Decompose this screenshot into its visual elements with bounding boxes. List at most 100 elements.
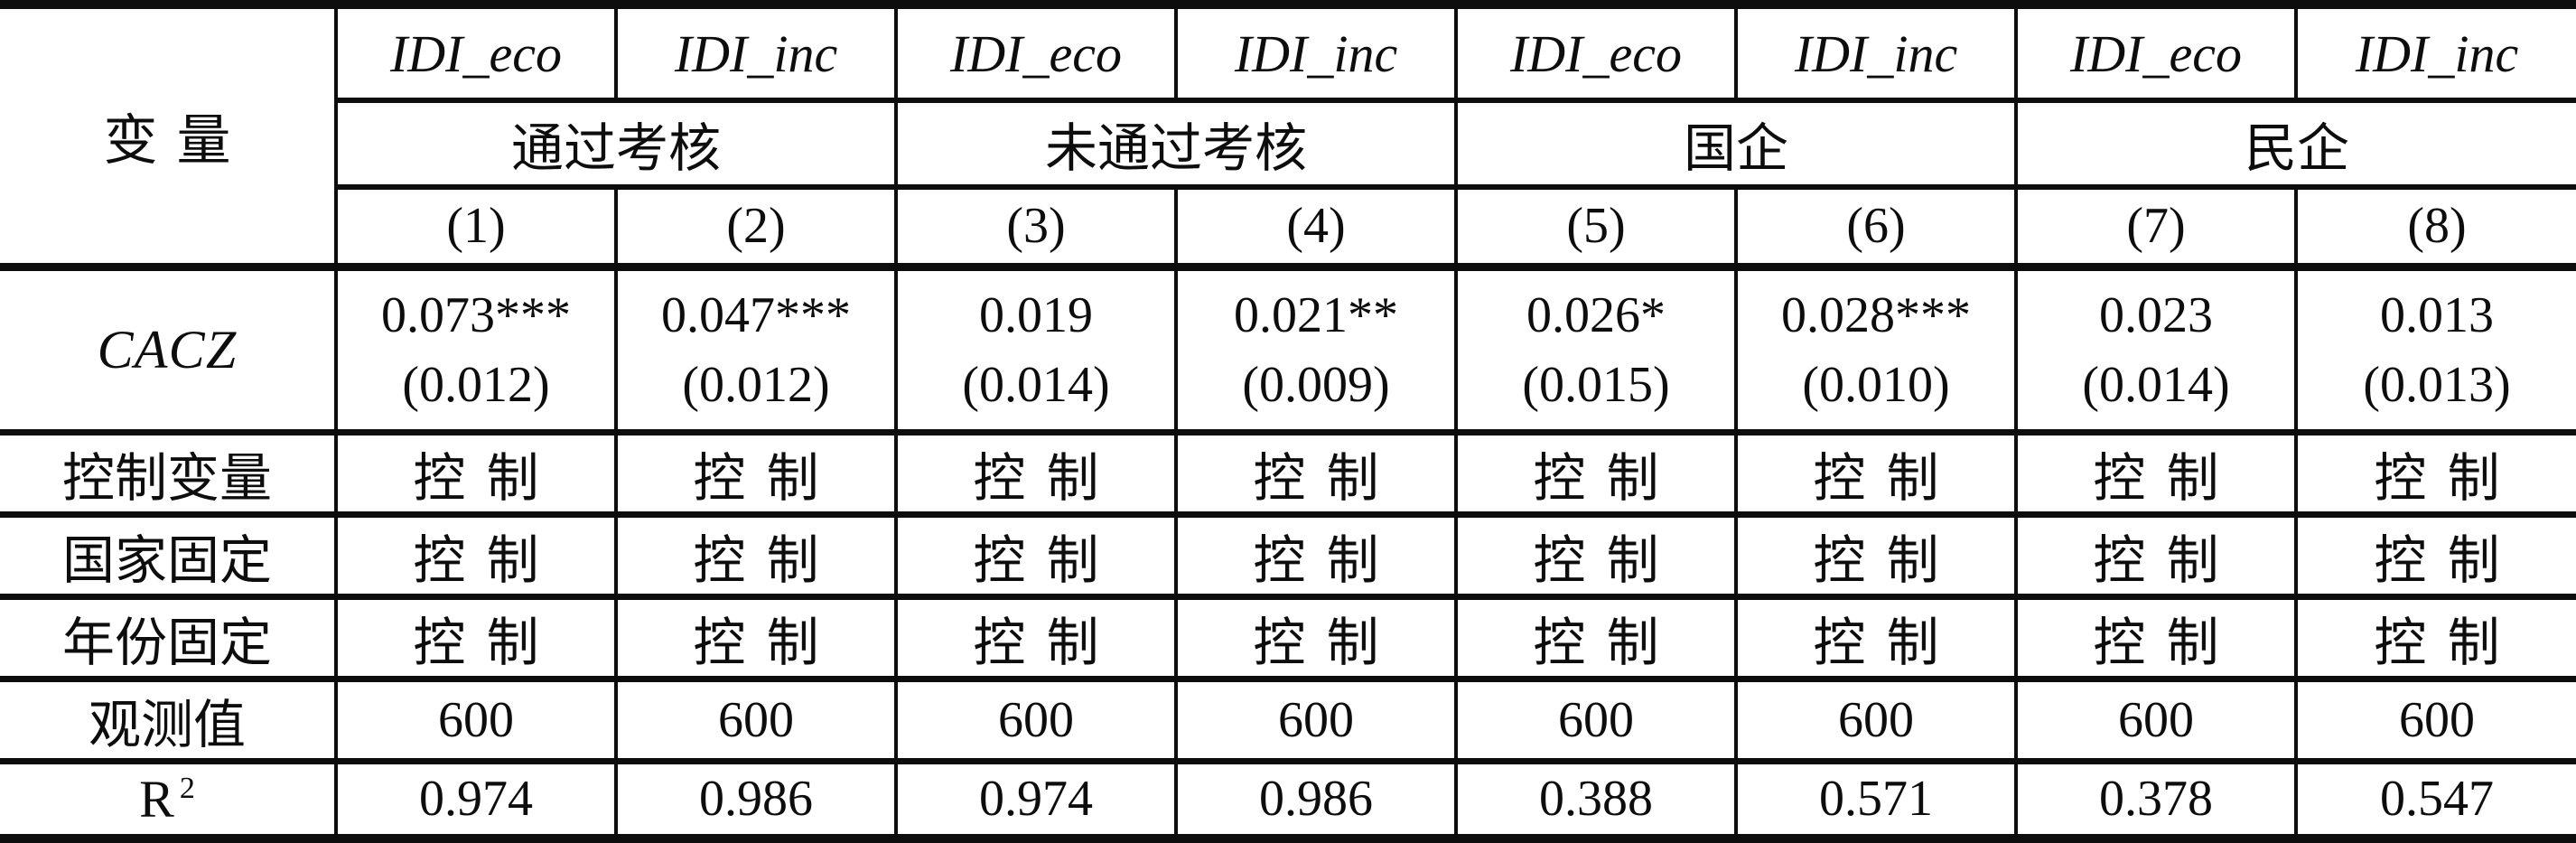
control-cell: 控制 [1174, 514, 1456, 600]
dep-var-header-7: IDI_eco [2014, 5, 2296, 103]
model-number-1: (1) [336, 187, 616, 271]
std-error-value: (0.014) [2082, 356, 2230, 413]
model-number-4: (4) [1174, 187, 1456, 271]
coef-cell-2: 0.047*** (0.012) [614, 267, 896, 436]
group-header-not-passed: 未通过考核 [894, 100, 1456, 190]
std-error-value: (0.012) [402, 356, 550, 413]
coefficient-value: 0.028*** [1781, 286, 1971, 343]
dep-var-header-5: IDI_eco [1454, 5, 1736, 103]
cacz-coefficient-row: CACZ 0.073*** (0.012) 0.047*** (0.012) 0… [0, 267, 2576, 436]
year-fixed-row: 年份固定 控制 控制 控制 控制 控制 控制 控制 控制 [0, 596, 2576, 682]
control-cell: 控制 [336, 432, 616, 518]
corner-label-variable: 变量 [0, 5, 338, 271]
dep-var-header-4: IDI_inc [1174, 5, 1456, 103]
control-cell: 控制 [614, 432, 896, 518]
control-cell: 控制 [1454, 596, 1736, 682]
std-error-value: (0.012) [682, 356, 830, 413]
coef-cell-4: 0.021** (0.009) [1174, 267, 1456, 436]
row-label-year-fixed: 年份固定 [0, 596, 338, 682]
model-number-7: (7) [2014, 187, 2296, 271]
r2-cell: 0.986 [614, 761, 896, 838]
obs-cell: 600 [1734, 679, 2016, 764]
r2-cell: 0.388 [1454, 761, 1736, 838]
control-cell: 控制 [1734, 596, 2016, 682]
group-header-passed: 通过考核 [336, 100, 896, 190]
dep-var-header-1: IDI_eco [336, 5, 616, 103]
control-cell: 控制 [2014, 596, 2296, 682]
coefficient-value: 0.047*** [661, 286, 851, 343]
dep-var-header-6: IDI_inc [1734, 5, 2016, 103]
coef-cell-7: 0.023 (0.014) [2014, 267, 2296, 436]
r-squared-base: R [139, 769, 174, 829]
coefficient-value: 0.021** [1234, 286, 1398, 343]
observations-row: 观测值 600 600 600 600 600 600 600 600 [0, 679, 2576, 764]
row-label-country-fixed: 国家固定 [0, 514, 338, 600]
group-header-row: 通过考核 未通过考核 国企 民企 [0, 100, 2576, 190]
row-label-observations: 观测值 [0, 679, 338, 764]
control-cell: 控制 [1734, 432, 2016, 518]
obs-cell: 600 [894, 679, 1176, 764]
group-header-soe: 国企 [1454, 100, 2016, 190]
control-cell: 控制 [2014, 432, 2296, 518]
model-number-3: (3) [894, 187, 1176, 271]
model-number-row: (1) (2) (3) (4) (5) (6) (7) (8) [0, 187, 2576, 271]
control-cell: 控制 [1174, 596, 1456, 682]
r2-cell: 0.974 [894, 761, 1176, 838]
std-error-value: (0.009) [1242, 356, 1390, 413]
coefficient-value: 0.013 [2380, 286, 2494, 343]
dep-var-header-8: IDI_inc [2294, 5, 2576, 103]
r2-cell: 0.974 [419, 771, 533, 828]
std-error-value: (0.010) [1802, 356, 1950, 413]
group-header-private: 民企 [2014, 100, 2576, 190]
control-cell: 控制 [2294, 596, 2576, 682]
coef-cell-6: 0.028*** (0.010) [1734, 267, 2016, 436]
coef-cell-5: 0.026* (0.015) [1454, 267, 1736, 436]
coefficient-value: 0.023 [2099, 286, 2213, 343]
dep-var-header-2: IDI_inc [614, 5, 896, 103]
control-cell: 控制 [336, 596, 616, 682]
control-cell: 控制 [1174, 432, 1456, 518]
control-variables-row: 控制变量 控制 控制 控制 控制 控制 控制 控制 控制 [0, 432, 2576, 518]
model-number-8: (8) [2294, 187, 2576, 271]
control-cell: 控制 [1454, 514, 1736, 600]
coef-cell-1: 0.073*** (0.012) [336, 267, 616, 436]
obs-cell: 600 [1454, 679, 1736, 764]
control-cell: 控制 [614, 514, 896, 600]
std-error-value: (0.014) [962, 356, 1110, 413]
obs-cell: 600 [614, 679, 896, 764]
r2-cell: 0.571 [1734, 761, 2016, 838]
control-cell: 控制 [2294, 514, 2576, 600]
r2-cell: 0.986 [1174, 761, 1456, 838]
coef-cell-3: 0.019 (0.014) [894, 267, 1176, 436]
control-cell: 控制 [894, 432, 1176, 518]
control-cell: 控制 [894, 596, 1176, 682]
control-cell: 控制 [1454, 432, 1736, 518]
dep-var-header-row: 变量 IDI_eco IDI_inc IDI_eco IDI_inc IDI_e… [0, 5, 2576, 271]
country-fixed-row: 国家固定 控制 控制 控制 控制 控制 控制 控制 控制 [0, 514, 2576, 600]
control-cell: 控制 [1734, 514, 2016, 600]
obs-cell: 600 [1174, 679, 1456, 764]
control-cell: 控制 [614, 596, 896, 682]
r2-cell: 0.547 [2294, 761, 2576, 838]
obs-cell: 600 [336, 679, 616, 764]
model-number-5: (5) [1454, 187, 1736, 271]
model-number-2: (2) [614, 187, 896, 271]
dep-var-header-3: IDI_eco [894, 5, 1176, 103]
row-label-cacz: CACZ [0, 267, 338, 436]
coefficient-value: 0.026* [1526, 286, 1666, 343]
row-label-controls: 控制变量 [0, 432, 338, 518]
control-cell: 控制 [2294, 432, 2576, 518]
std-error-value: (0.015) [1522, 356, 1670, 413]
obs-cell: 600 [2294, 679, 2576, 764]
coef-cell-8: 0.013 (0.013) [2294, 267, 2576, 436]
control-cell: 控制 [336, 514, 616, 600]
model-number-6: (6) [1734, 187, 2016, 271]
std-error-value: (0.013) [2363, 356, 2511, 413]
r2-cell: 0.378 [2014, 761, 2296, 838]
coefficient-value: 0.019 [979, 286, 1093, 343]
coefficient-value: 0.073*** [381, 286, 571, 343]
